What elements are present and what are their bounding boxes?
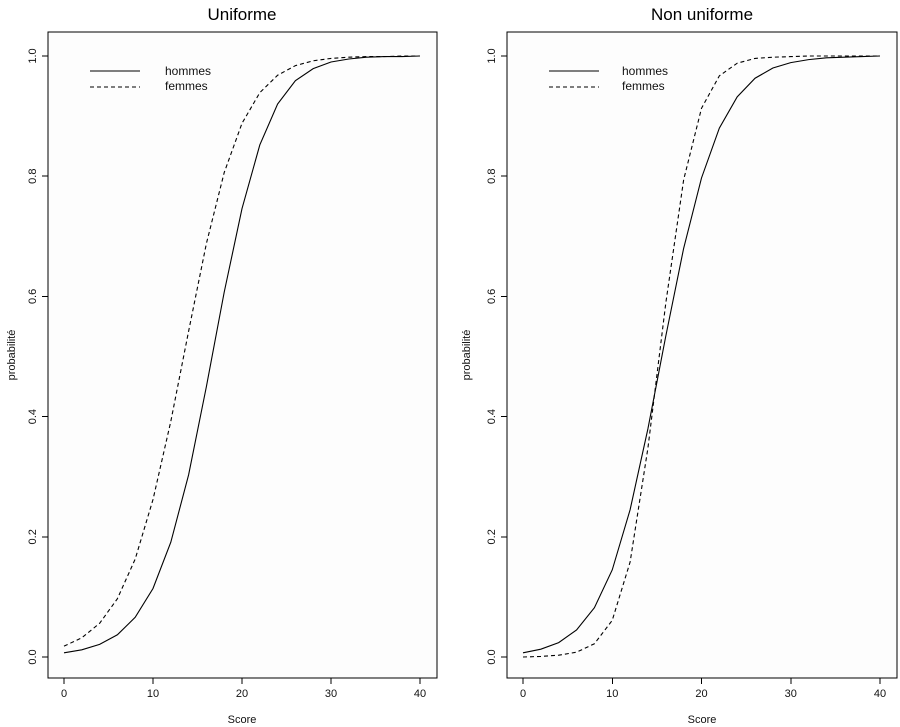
- non-uniforme-legend-label-hommes: hommes: [622, 64, 668, 78]
- uniforme-x-axis-title: Score: [228, 714, 257, 726]
- uniforme-x-axis: 0 10 20 30 40: [61, 678, 426, 700]
- uniforme-x-tick-label: 30: [325, 688, 337, 700]
- uniforme-y-tick-label: 0.8: [27, 169, 39, 184]
- uniforme-y-tick-label: 0.2: [27, 529, 39, 544]
- uniforme-legend-label-femmes: femmes: [165, 79, 208, 93]
- non-uniforme-panel: Non uniforme Score probabilité hommes fe…: [461, 5, 898, 726]
- non-uniforme-series-hommes-line: [522, 55, 881, 654]
- non-uniforme-y-tick-label: 0.2: [486, 529, 498, 544]
- non-uniforme-series-femmes-line: [522, 55, 880, 658]
- uniforme-series-femmes-line: [63, 55, 420, 647]
- uniforme-y-axis: 0.0 0.2 0.4 0.6 0.8 1.0: [27, 48, 48, 665]
- non-uniforme-x-axis-title: Score: [688, 714, 717, 726]
- non-uniforme-x-tick-label: 40: [874, 688, 886, 700]
- non-uniforme-x-tick-label: 20: [695, 688, 707, 700]
- non-uniforme-x-tick-label: 10: [606, 688, 618, 700]
- non-uniforme-y-tick-label: 1.0: [486, 48, 498, 63]
- non-uniforme-y-tick-label: 0.0: [486, 649, 498, 664]
- uniforme-x-tick-label: 20: [236, 688, 248, 700]
- non-uniforme-x-axis: 0 10 20 30 40: [520, 678, 886, 700]
- non-uniforme-y-tick-label: 0.6: [486, 289, 498, 304]
- non-uniforme-y-axis-title: probabilité: [461, 330, 473, 381]
- non-uniforme-y-tick-label: 0.8: [486, 169, 498, 184]
- uniforme-panel: Uniforme Score probabilité hommes femmes…: [6, 5, 438, 726]
- non-uniforme-legend: hommes femmes: [549, 64, 668, 93]
- uniforme-y-tick-label: 0.4: [27, 409, 39, 424]
- uniforme-legend-label-hommes: hommes: [165, 64, 211, 78]
- uniforme-series-hommes-line: [63, 55, 421, 654]
- uniforme-chart-title: Uniforme: [208, 5, 277, 24]
- non-uniforme-chart-title: Non uniforme: [651, 5, 753, 24]
- uniforme-x-tick-label: 40: [414, 688, 426, 700]
- uniforme-y-tick-label: 0.6: [27, 289, 39, 304]
- uniforme-x-tick-label: 0: [61, 688, 67, 700]
- uniforme-legend: hommes femmes: [90, 64, 211, 93]
- uniforme-y-tick-label: 1.0: [27, 48, 39, 63]
- non-uniforme-legend-label-femmes: femmes: [622, 79, 665, 93]
- non-uniforme-x-tick-label: 30: [785, 688, 797, 700]
- non-uniforme-y-axis: 0.0 0.2 0.4 0.6 0.8 1.0: [486, 48, 507, 665]
- uniforme-y-axis-title: probabilité: [6, 330, 18, 381]
- uniforme-y-tick-label: 0.0: [27, 649, 39, 664]
- uniforme-plot-background: [48, 32, 437, 678]
- non-uniforme-plot-background: [507, 32, 897, 678]
- uniforme-x-tick-label: 10: [147, 688, 159, 700]
- non-uniforme-y-tick-label: 0.4: [486, 409, 498, 424]
- non-uniforme-x-tick-label: 0: [520, 688, 526, 700]
